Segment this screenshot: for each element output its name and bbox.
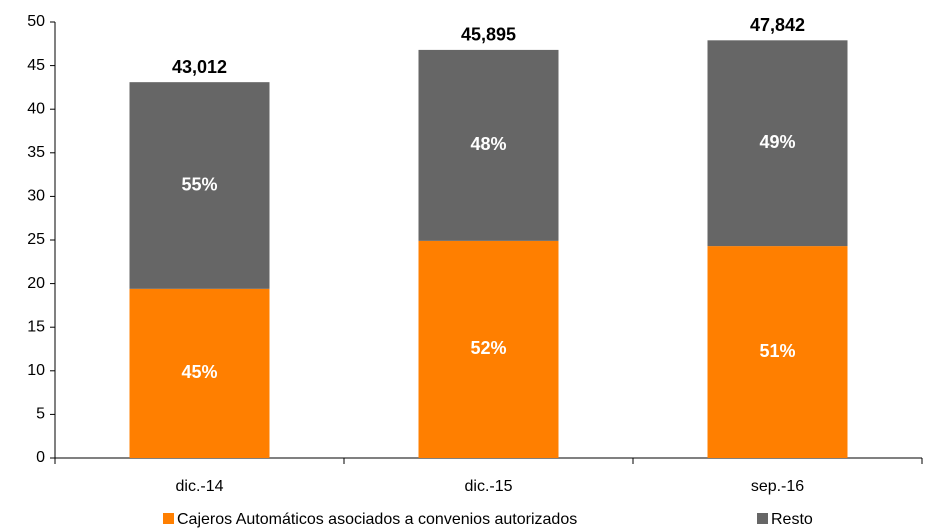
y-tick-label: 45: [27, 57, 45, 74]
y-tick-label: 25: [27, 231, 45, 248]
y-tick-label: 5: [36, 406, 45, 423]
bar-segment: [129, 288, 270, 458]
y-tick-label: 15: [27, 318, 45, 335]
legend-label: Resto: [771, 511, 813, 528]
y-tick-label: 20: [27, 275, 45, 292]
y-tick-label: 30: [27, 188, 45, 205]
total-label: 45,895: [461, 25, 516, 45]
bar-segment: [707, 246, 848, 458]
bar-segment: [418, 240, 559, 458]
y-tick-label: 50: [27, 13, 45, 30]
share-label: 52%: [470, 338, 506, 358]
legend-label: Cajeros Automáticos asociados a convenio…: [177, 511, 577, 528]
y-tick-label: 10: [27, 362, 45, 379]
share-label: 45%: [181, 362, 217, 382]
total-label: 43,012: [172, 57, 227, 77]
bar-segment: [129, 82, 270, 289]
y-tick-label: 0: [36, 449, 45, 466]
bar-segment: [418, 49, 559, 241]
share-label: 48%: [470, 134, 506, 154]
total-label: 47,842: [750, 15, 805, 35]
legend-swatch: [757, 513, 768, 524]
y-tick-label: 40: [27, 100, 45, 117]
bar-segment: [707, 40, 848, 247]
share-label: 49%: [759, 132, 795, 152]
y-tick-label: 35: [27, 144, 45, 161]
legend-swatch: [163, 513, 174, 524]
x-tick-label: dic.-15: [464, 478, 512, 495]
x-tick-label: dic.-14: [175, 478, 223, 495]
share-label: 51%: [759, 341, 795, 361]
x-tick-label: sep.-16: [751, 478, 804, 495]
share-label: 55%: [181, 174, 217, 194]
